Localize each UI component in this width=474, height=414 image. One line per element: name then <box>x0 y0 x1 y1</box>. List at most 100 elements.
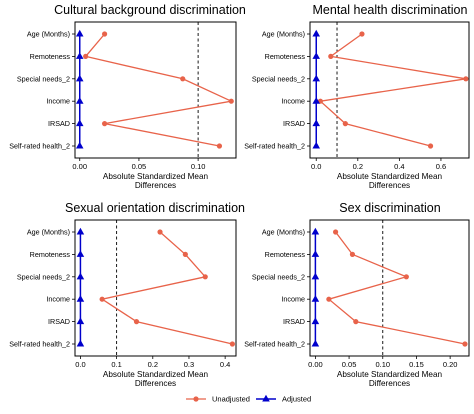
adjusted-point <box>312 52 321 59</box>
panel-frame <box>74 219 237 357</box>
panel-title: Sex discrimination <box>339 201 440 215</box>
y-tick-label: Income <box>281 295 305 304</box>
x-axis-label: Absolute Standardized Mean <box>337 172 443 181</box>
series-line-unadjusted <box>100 231 233 345</box>
adjusted-point <box>76 272 85 280</box>
adjusted-point <box>311 339 320 347</box>
x-tick-label: 0.10 <box>375 360 390 369</box>
unadjusted-point <box>333 229 339 235</box>
adjusted-point <box>312 119 321 127</box>
panel-title: Cultural background discrimination <box>54 3 246 17</box>
x-tick-label: 0.05 <box>132 162 147 171</box>
adjusted-point <box>312 74 321 82</box>
x-axis-label: Absolute Standardized Mean <box>337 370 443 379</box>
y-tick-label: Income <box>46 295 70 304</box>
unadjusted-point <box>229 341 235 347</box>
y-tick-label: Age (Months) <box>27 228 70 237</box>
unadjusted-point <box>157 229 163 235</box>
x-tick-label: 0.4 <box>394 162 404 171</box>
x-tick-label: 0.4 <box>220 360 230 369</box>
x-axis-label: Differences <box>369 181 410 190</box>
unadjusted-point <box>133 319 140 325</box>
unadjusted-point <box>99 296 105 302</box>
adjusted-point <box>75 141 84 149</box>
adjusted-point <box>311 295 320 302</box>
adjusted-point <box>312 141 321 149</box>
panel-1: Mental health discrimination Age (Months)… <box>244 3 470 190</box>
panel-frame <box>309 219 470 357</box>
x-tick-label: 0.0 <box>75 360 85 369</box>
unadjusted-point <box>216 143 223 149</box>
x-axis-label: Absolute Standardized Mean <box>103 370 209 379</box>
y-tick-label: Special needs_2 <box>17 272 70 281</box>
adjusted-point <box>75 74 84 82</box>
y-tick-label: IRSAD <box>283 119 305 128</box>
adjusted-point <box>76 295 85 302</box>
y-tick-label: Special needs_2 <box>252 74 305 83</box>
x-axis-label: Absolute Standardized Mean <box>103 172 209 181</box>
y-tick-label: Self-rated health_2 <box>244 340 305 349</box>
unadjusted-point <box>462 341 468 347</box>
unadjusted-point <box>326 296 332 302</box>
panel-title: Sexual orientation discrimination <box>65 201 245 215</box>
y-tick-label: Age (Months) <box>262 228 305 237</box>
y-tick-label: Self-rated health_2 <box>244 142 305 151</box>
y-tick-label: IRSAD <box>48 119 70 128</box>
x-tick-label: 0.2 <box>148 360 158 369</box>
adjusted-point <box>75 97 84 104</box>
y-tick-label: Remoteness <box>265 250 306 259</box>
unadjusted-point <box>353 319 359 325</box>
unadjusted-point <box>202 274 208 280</box>
x-tick-label: 0.6 <box>436 162 446 171</box>
x-tick-label: 0.0 <box>311 162 321 171</box>
x-tick-label: 0.00 <box>72 162 87 171</box>
x-tick-label: 0.1 <box>111 360 121 369</box>
legend-label-unadjusted: Unadjusted <box>212 395 250 404</box>
panel-3: Sex discrimination Age (Months) Remoteness… <box>244 201 470 388</box>
legend-marker-unadjusted <box>193 396 199 402</box>
series-line-unadjusted <box>318 33 466 147</box>
unadjusted-point <box>359 31 365 37</box>
adjusted-point <box>75 29 84 37</box>
x-tick-label: 0.3 <box>184 360 194 369</box>
panel-frame <box>309 21 470 159</box>
panel-title: Mental health discrimination <box>313 3 468 17</box>
y-tick-label: IRSAD <box>283 317 305 326</box>
adjusted-point <box>76 317 85 325</box>
unadjusted-point <box>101 31 108 37</box>
x-tick-label: 0.2 <box>353 162 363 171</box>
series-line-unadjusted <box>84 33 234 147</box>
x-axis-label: Differences <box>369 379 410 388</box>
adjusted-point <box>75 119 84 127</box>
y-tick-label: Special needs_2 <box>252 272 305 281</box>
unadjusted-point <box>403 274 409 280</box>
y-tick-label: Self-rated health_2 <box>9 142 70 151</box>
unadjusted-point <box>349 251 356 257</box>
adjusted-point <box>311 272 320 280</box>
y-tick-label: Remoteness <box>30 52 71 61</box>
adjusted-point <box>312 29 321 37</box>
panel-2: Sexual orientation discrimination Age (Mo… <box>9 201 245 388</box>
x-tick-label: 0.05 <box>342 360 357 369</box>
series-line-unadjusted <box>327 231 466 345</box>
adjusted-point <box>311 250 320 257</box>
y-tick-label: Income <box>46 97 70 106</box>
unadjusted-point <box>228 98 234 104</box>
panel-0: Cultural background discrimination Age (M… <box>9 3 246 190</box>
x-tick-label: 0.10 <box>191 162 206 171</box>
y-tick-label: Age (Months) <box>262 30 305 39</box>
unadjusted-point <box>427 143 434 149</box>
legend-label-adjusted: Adjusted <box>282 395 311 404</box>
adjusted-point <box>312 97 321 104</box>
unadjusted-point <box>101 121 108 127</box>
x-tick-label: 0.20 <box>443 360 458 369</box>
x-axis-label: Differences <box>135 181 176 190</box>
y-tick-label: Income <box>281 97 305 106</box>
x-tick-label: 0.00 <box>308 360 323 369</box>
unadjusted-point <box>342 121 348 127</box>
x-tick-label: 0.15 <box>409 360 424 369</box>
y-tick-label: Self-rated health_2 <box>9 340 70 349</box>
unadjusted-point <box>463 76 469 82</box>
adjusted-point <box>75 52 84 59</box>
